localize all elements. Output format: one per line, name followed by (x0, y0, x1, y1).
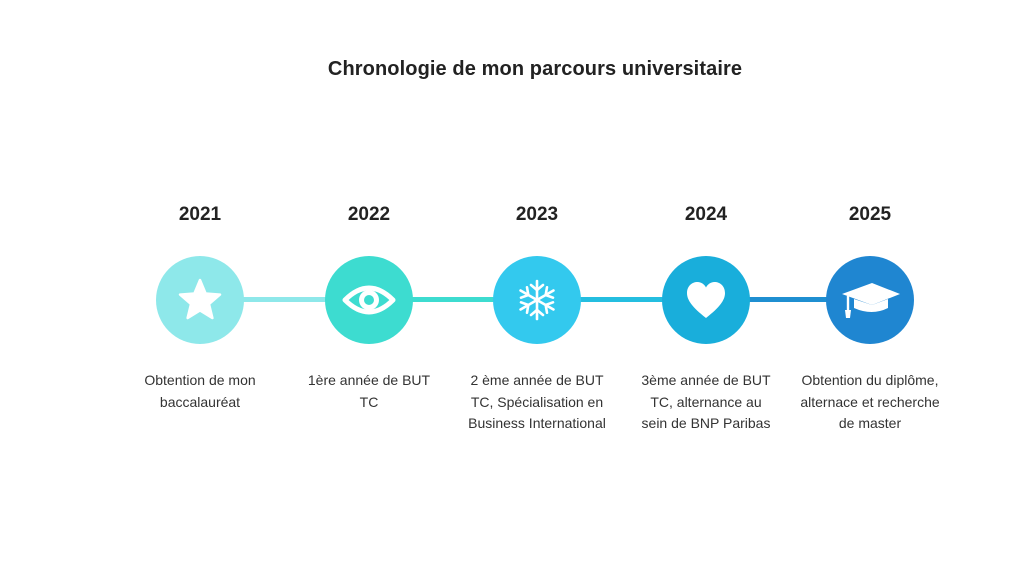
step-circle (156, 256, 244, 344)
step-circle (325, 256, 413, 344)
snowflake-icon (519, 279, 555, 321)
page-title: Chronologie de mon parcours universitair… (327, 58, 743, 80)
year-label: 2024 (684, 204, 728, 225)
timeline-step-2023: 2023 (457, 0, 617, 576)
step-circle (493, 256, 581, 344)
year-label: 2023 (515, 204, 559, 225)
step-description: 1ère année de BUT TC (307, 372, 431, 410)
timeline-step-2021: 2021 Obtention de mon baccalauréat (120, 0, 280, 576)
step-description: Obtention de mon baccalauréat (144, 372, 256, 410)
step-circle (662, 256, 750, 344)
star-icon (178, 278, 222, 320)
connector-2 (410, 297, 496, 302)
step-description: Obtention du diplôme, alternace et reche… (800, 372, 940, 431)
step-description: 3ème année de BUT TC, alternance au sein… (641, 372, 771, 431)
connector-3 (578, 297, 666, 302)
step-circle (826, 256, 914, 344)
year-label: 2025 (848, 204, 892, 225)
year-label: 2022 (347, 204, 391, 225)
heart-icon (687, 282, 725, 318)
step-description: 2 ème année de BUT TC, Spécialisation en… (468, 372, 606, 431)
graduation-cap-icon (842, 283, 900, 318)
timeline-step-2024: 2024 3ème année de BUT TC, alternance au… (626, 0, 786, 576)
eye-icon (342, 285, 396, 315)
connector-1 (242, 297, 328, 302)
timeline-step-2025: 2025 Obtention du diplôme, alternace et … (790, 0, 950, 576)
connector-4 (748, 297, 830, 302)
year-label: 2021 (178, 204, 222, 225)
timeline-step-2022: 2022 1ère année de BUT TC (289, 0, 449, 576)
